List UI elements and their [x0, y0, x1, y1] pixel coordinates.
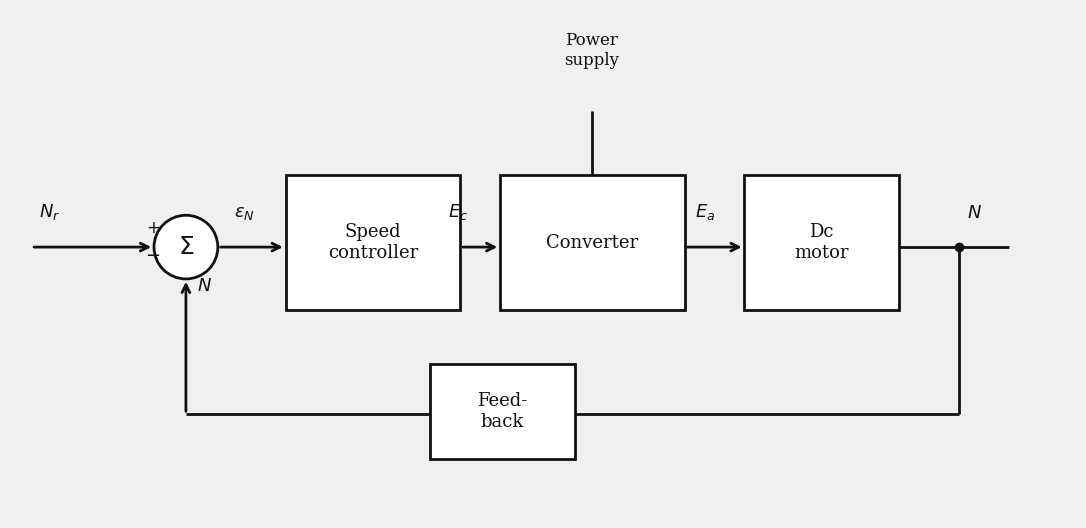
Text: $E_a$: $E_a$: [695, 202, 716, 222]
Text: $\epsilon_N$: $\epsilon_N$: [233, 204, 254, 222]
Bar: [286, 175, 460, 310]
Text: Power
supply: Power supply: [565, 32, 619, 69]
Text: Dc
motor: Dc motor: [795, 223, 849, 262]
Bar: [501, 175, 684, 310]
Text: $-$: $-$: [146, 245, 161, 263]
Text: $E_c$: $E_c$: [449, 202, 468, 222]
Text: $\Sigma$: $\Sigma$: [178, 235, 194, 259]
Text: $N$: $N$: [197, 277, 212, 295]
Circle shape: [154, 215, 218, 279]
Text: $N_r$: $N_r$: [39, 202, 61, 222]
Text: Speed
controller: Speed controller: [328, 223, 418, 262]
Text: $+$: $+$: [146, 220, 160, 237]
Text: $N$: $N$: [967, 204, 982, 222]
Bar: [745, 175, 899, 310]
Text: Feed-
back: Feed- back: [478, 392, 528, 431]
Bar: [430, 364, 574, 459]
Text: Converter: Converter: [546, 233, 639, 252]
